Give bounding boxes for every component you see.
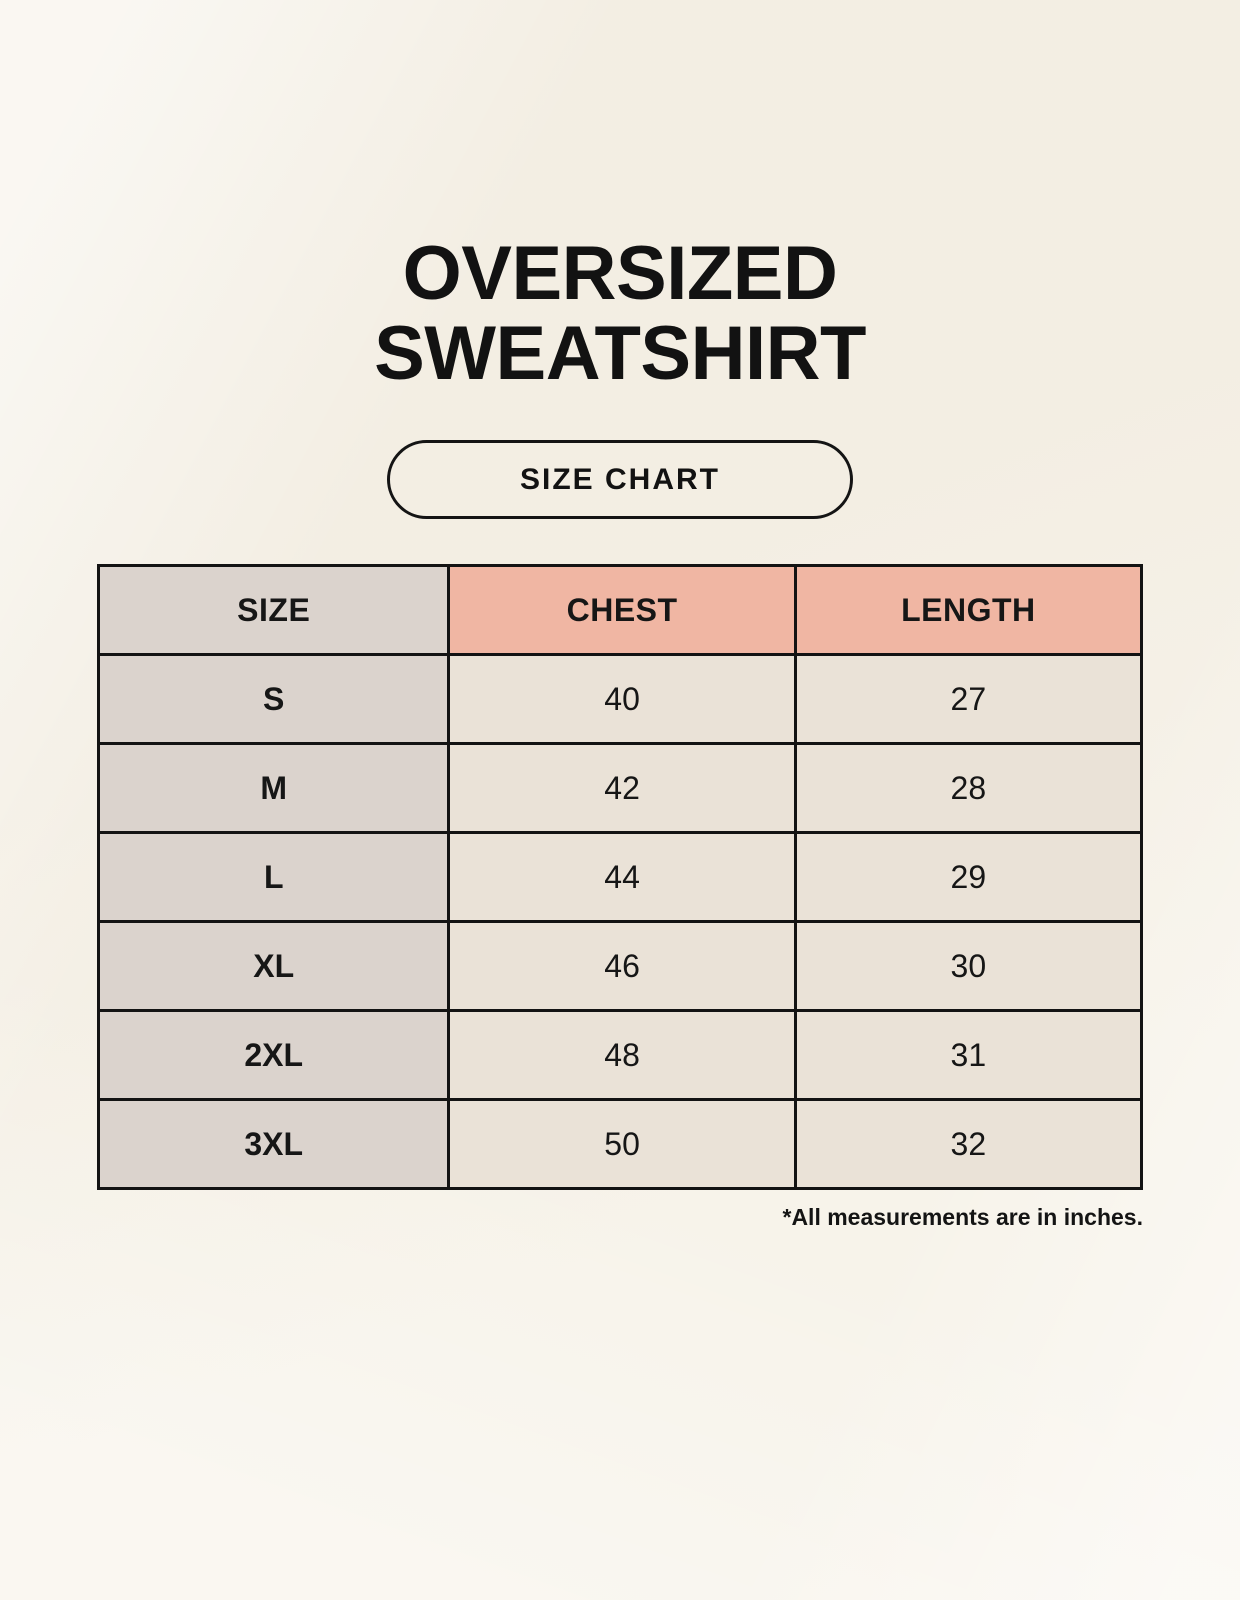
size-chart-badge: SIZE CHART bbox=[387, 440, 853, 519]
page-title: OVERSIZED SWEATSHIRT bbox=[0, 0, 1240, 394]
length-value-cell: 27 bbox=[793, 653, 1144, 745]
chest-value-cell: 48 bbox=[447, 1009, 797, 1101]
chest-value-cell: 46 bbox=[447, 920, 797, 1012]
table-row: M 42 28 bbox=[96, 742, 1144, 834]
length-value-cell: 31 bbox=[793, 1009, 1144, 1101]
size-label-cell: 2XL bbox=[96, 1009, 451, 1101]
table-header-row: SIZE CHEST LENGTH bbox=[96, 564, 1144, 656]
chest-value-cell: 42 bbox=[447, 742, 797, 834]
size-label-cell: M bbox=[96, 742, 451, 834]
chest-value-cell: 50 bbox=[447, 1098, 797, 1190]
length-value-cell: 28 bbox=[793, 742, 1144, 834]
size-label-cell: 3XL bbox=[96, 1098, 451, 1190]
header-cell-size: SIZE bbox=[96, 564, 451, 656]
header-cell-chest: CHEST bbox=[447, 564, 797, 656]
size-label-cell: S bbox=[96, 653, 451, 745]
chest-value-cell: 40 bbox=[447, 653, 797, 745]
table-row: L 44 29 bbox=[96, 831, 1144, 923]
table-row: 2XL 48 31 bbox=[96, 1009, 1144, 1101]
measurements-footnote: *All measurements are in inches. bbox=[782, 1204, 1144, 1230]
table-row: XL 46 30 bbox=[96, 920, 1144, 1012]
length-value-cell: 30 bbox=[793, 920, 1144, 1012]
length-value-cell: 32 bbox=[793, 1098, 1144, 1190]
size-label-cell: L bbox=[96, 831, 451, 923]
header-cell-length: LENGTH bbox=[793, 564, 1144, 656]
table-row: S 40 27 bbox=[96, 653, 1144, 745]
length-value-cell: 29 bbox=[793, 831, 1144, 923]
chest-value-cell: 44 bbox=[447, 831, 797, 923]
title-line-1: OVERSIZED bbox=[402, 231, 838, 316]
title-line-2: SWEATSHIRT bbox=[374, 311, 866, 396]
table-row: 3XL 50 32 bbox=[96, 1098, 1144, 1190]
size-chart-table: SIZE CHEST LENGTH S 40 27 M 42 28 L 44 2… bbox=[96, 564, 1144, 1190]
badge-container: SIZE CHART bbox=[0, 440, 1240, 519]
size-label-cell: XL bbox=[96, 920, 451, 1012]
